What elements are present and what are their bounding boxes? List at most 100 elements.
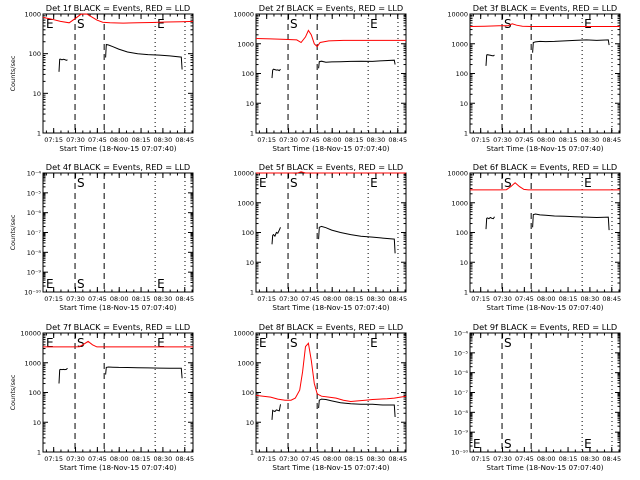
chart-panel-2: Det 2f BLACK = Events, RED = LLD 1 10 100 10… — [233, 3, 407, 153]
plot-frame — [255, 332, 407, 453]
x-axis-label: Start Time (18-Nov-15 07:07:40) — [272, 463, 389, 472]
x-tick-label: 08:30 — [367, 136, 386, 144]
marker-letter: E — [157, 277, 165, 291]
events-series-line — [485, 216, 495, 230]
y-tick-label: 10⁻⁹ — [27, 269, 42, 277]
x-axis-label: Start Time (18-Nov-15 07:07:40) — [59, 303, 176, 312]
y-tick-label: 1000 — [451, 40, 468, 48]
x-tick-label: 08:45 — [602, 455, 621, 463]
events-series-line — [318, 398, 396, 418]
y-axis-label: Counts/sec — [9, 374, 17, 410]
y-tick-label: 10⁻⁶ — [27, 209, 42, 217]
y-tick-label: 100 — [242, 229, 254, 237]
plot-frame — [42, 172, 194, 293]
x-tick-label: 07:30 — [279, 136, 298, 144]
plot-frame — [42, 332, 194, 453]
y-axis-label: Counts/sec — [9, 55, 17, 91]
x-tick-label: 07:45 — [515, 295, 534, 303]
y-tick-label: 10⁻⁴ — [454, 330, 469, 338]
y-tick-label: 100 — [29, 50, 41, 58]
y-tick-label: 10000 — [447, 170, 468, 178]
x-axis-label: Start Time (18-Nov-15 07:07:40) — [59, 144, 176, 153]
y-tick-label: 1000 — [451, 199, 468, 207]
plot-frame — [469, 332, 621, 453]
chart-title: Det 5f BLACK = Events, RED = LLD — [259, 162, 403, 172]
x-tick-label: 07:30 — [66, 455, 85, 463]
chart-panel-9: Det 9f BLACK = Events, RED = LLD 10⁻¹⁰ 10⁻… — [451, 322, 621, 472]
x-tick-label: 08:30 — [581, 455, 600, 463]
events-series-line — [271, 404, 281, 420]
events-series-line — [485, 54, 495, 66]
y-tick-label: 100 — [242, 389, 254, 397]
lld-series-line — [255, 29, 406, 48]
x-tick-label: 08:00 — [537, 455, 556, 463]
x-tick-label: 08:15 — [345, 136, 364, 144]
lld-series-line — [256, 171, 406, 174]
marker-letter: E — [370, 336, 378, 350]
x-tick-label: 07:15 — [471, 295, 490, 303]
x-tick-label: 08:45 — [388, 455, 407, 463]
y-tick-label: 100 — [242, 70, 254, 78]
y-tick-label: 1 — [250, 130, 254, 138]
plot-frame — [255, 13, 407, 134]
chart-title: Det 1f BLACK = Events, RED = LLD — [46, 3, 190, 13]
lld-series-line — [43, 340, 193, 348]
x-tick-label: 07:30 — [493, 295, 512, 303]
x-tick-label: 07:45 — [301, 455, 320, 463]
chart-panel-3: Det 3f BLACK = Events, RED = LLD 1 10 100 10… — [447, 3, 621, 153]
events-series-line — [271, 227, 281, 245]
marker-letter: E — [157, 336, 165, 350]
x-tick-label: 08:00 — [323, 455, 342, 463]
lld-series-line — [42, 13, 194, 24]
x-tick-label: 08:00 — [537, 295, 556, 303]
x-tick-label: 08:45 — [175, 455, 194, 463]
x-tick-label: 08:45 — [602, 136, 621, 144]
plot-frame — [469, 13, 621, 134]
marker-letter: S — [504, 336, 512, 350]
y-tick-label: 10 — [460, 259, 468, 267]
lld-series-line — [470, 182, 620, 191]
y-tick-label: 100 — [456, 229, 468, 237]
y-tick-label: 10 — [246, 419, 254, 427]
y-tick-label: 1000 — [237, 199, 254, 207]
y-tick-label: 10⁻⁷ — [27, 229, 42, 237]
x-tick-label: 08:45 — [388, 136, 407, 144]
x-tick-label: 07:30 — [279, 295, 298, 303]
x-tick-label: 08:00 — [537, 136, 556, 144]
y-tick-label: 10000 — [447, 11, 468, 19]
x-tick-label: 08:45 — [388, 295, 407, 303]
x-axis-label: Start Time (18-Nov-15 07:07:40) — [486, 144, 603, 153]
y-tick-label: 100 — [29, 389, 41, 397]
x-tick-label: 08:15 — [345, 455, 364, 463]
y-tick-label: 10⁻¹⁰ — [24, 289, 41, 297]
y-tick-label: 100 — [456, 70, 468, 78]
x-tick-label: 07:15 — [44, 295, 63, 303]
x-tick-label: 08:15 — [345, 295, 364, 303]
x-tick-label: 07:30 — [493, 136, 512, 144]
y-tick-label: 10⁻⁸ — [454, 409, 469, 417]
y-tick-label: 1000 — [237, 40, 254, 48]
marker-letter: E — [157, 17, 165, 31]
x-tick-label: 07:15 — [471, 455, 490, 463]
x-tick-label: 08:15 — [559, 295, 578, 303]
x-tick-label: 07:45 — [88, 455, 107, 463]
x-tick-label: 07:15 — [257, 455, 276, 463]
y-tick-label: 1 — [37, 449, 41, 457]
x-tick-label: 08:45 — [175, 136, 194, 144]
marker-letter: E — [370, 17, 378, 31]
x-tick-label: 08:15 — [559, 136, 578, 144]
x-tick-label: 07:45 — [301, 136, 320, 144]
marker-letter: S — [290, 336, 298, 350]
marker-letter: S — [77, 336, 85, 350]
x-tick-label: 07:30 — [66, 136, 85, 144]
x-tick-label: 07:30 — [493, 455, 512, 463]
y-tick-label: 10 — [33, 419, 41, 427]
chart-panel-7: Det 7f BLACK = Events, RED = LLD 1 10 100 10… — [9, 322, 194, 472]
chart-title: Det 8f BLACK = Events, RED = LLD — [259, 322, 403, 332]
chart-title: Det 6f BLACK = Events, RED = LLD — [473, 162, 617, 172]
marker-letter: S — [290, 17, 298, 31]
y-tick-label: 10⁻⁷ — [454, 389, 469, 397]
x-tick-label: 07:30 — [66, 295, 85, 303]
x-tick-label: 07:15 — [471, 136, 490, 144]
y-tick-label: 1 — [464, 130, 468, 138]
